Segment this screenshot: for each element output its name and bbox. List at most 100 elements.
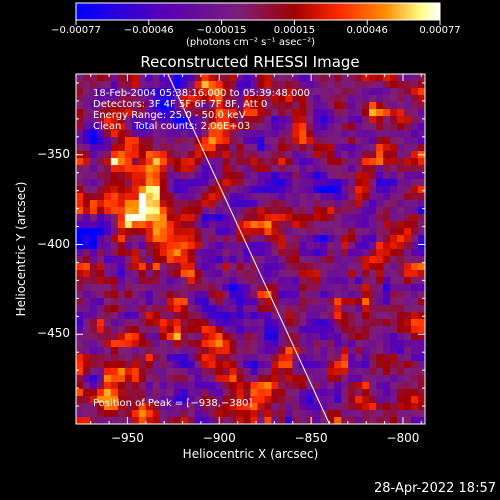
heatmap-cell [173,151,182,159]
heatmap-cell [313,102,321,110]
heatmap-cell [138,249,147,257]
heatmap-cell [152,158,161,166]
heatmap-cell [264,88,273,96]
heatmap-cell [173,291,182,299]
heatmap-cell [117,368,126,376]
heatmap-cell [194,116,203,124]
heatmap-cell [299,298,307,306]
heatmap-cell [222,137,231,145]
heatmap-cell [180,242,189,250]
heatmap-cell [96,130,105,138]
heatmap-cell [159,396,168,404]
heatmap-cell [110,200,119,208]
heatmap-cell [236,263,245,271]
heatmap-cell [187,347,196,355]
heatmap-cell [166,249,175,257]
heatmap-cell [194,228,203,236]
heatmap-cell [229,263,238,271]
heatmap-cell [96,172,105,180]
heatmap-cell [96,361,105,369]
heatmap-cell [187,256,196,264]
heatmap-cell [110,242,119,250]
heatmap-cell [418,354,425,362]
heatmap-cell [362,179,370,187]
heatmap-cell [145,347,154,355]
heatmap-cell [334,214,342,222]
heatmap-cell [110,172,119,180]
heatmap-cell [278,172,286,180]
heatmap-cell [159,256,168,264]
heatmap-cell [180,263,189,271]
heatmap-cell [110,214,119,222]
heatmap-cell [124,228,133,236]
heatmap-cell [418,326,425,334]
heatmap-cell [110,354,119,362]
heatmap-cell [278,417,286,424]
heatmap-cell [103,123,112,131]
heatmap-cell [208,312,217,320]
chart-title: Reconstructed RHESSI Image [140,53,360,71]
heatmap-cell [334,186,342,194]
heatmap-cell [397,375,405,383]
heatmap-cell [327,354,335,362]
heatmap-cell [173,102,182,110]
heatmap-cell [229,158,238,166]
heatmap-cell [76,116,84,124]
heatmap-cell [152,263,161,271]
heatmap-cell [96,396,105,404]
heatmap-cell [271,109,280,117]
heatmap-cell [334,158,342,166]
heatmap-cell [306,137,314,145]
heatmap-cell [376,305,384,313]
heatmap-cell [327,340,335,348]
heatmap-cell [222,172,231,180]
heatmap-cell [201,361,210,369]
heatmap-cell [103,221,112,229]
heatmap-cell [376,186,384,194]
heatmap-cell [285,291,293,299]
heatmap-cell [264,109,273,117]
heatmap-cell [124,193,133,201]
heatmap-cell [103,130,112,138]
heatmap-cell [313,242,321,250]
heatmap-cell [264,130,273,138]
heatmap-cell [117,158,126,166]
heatmap-cell [145,375,154,383]
heatmap-cell [152,207,161,215]
heatmap-cell [250,228,259,236]
heatmap-cell [299,263,307,271]
heatmap-cell [411,256,419,264]
heatmap-cell [271,312,280,320]
heatmap-cell [236,200,245,208]
heatmap-cell [180,137,189,145]
heatmap-cell [390,123,398,131]
heatmap-cell [131,410,140,418]
heatmap-cell [404,151,412,159]
heatmap-cell [271,151,280,159]
heatmap-cell [327,102,335,110]
heatmap-cell [341,368,349,376]
heatmap-cell [271,319,280,327]
heatmap-cell [124,200,133,208]
heatmap-cell [348,361,356,369]
heatmap-cell [208,144,217,152]
heatmap-cell [397,305,405,313]
heatmap-cell [264,186,273,194]
heatmap-cell [243,410,252,418]
heatmap-cell [110,312,119,320]
heatmap-cell [180,193,189,201]
heatmap-cell [348,186,356,194]
heatmap-cell [285,263,293,271]
heatmap-cell [292,389,300,397]
heatmap-cell [166,319,175,327]
heatmap-cell [180,249,189,257]
heatmap-cell [292,361,300,369]
heatmap-cell [397,263,405,271]
heatmap-cell [348,193,356,201]
heatmap-cell [187,95,196,103]
heatmap-cell [180,228,189,236]
heatmap-cell [131,151,140,159]
heatmap-cell [229,221,238,229]
heatmap-cell [243,193,252,201]
heatmap-cell [306,235,314,243]
